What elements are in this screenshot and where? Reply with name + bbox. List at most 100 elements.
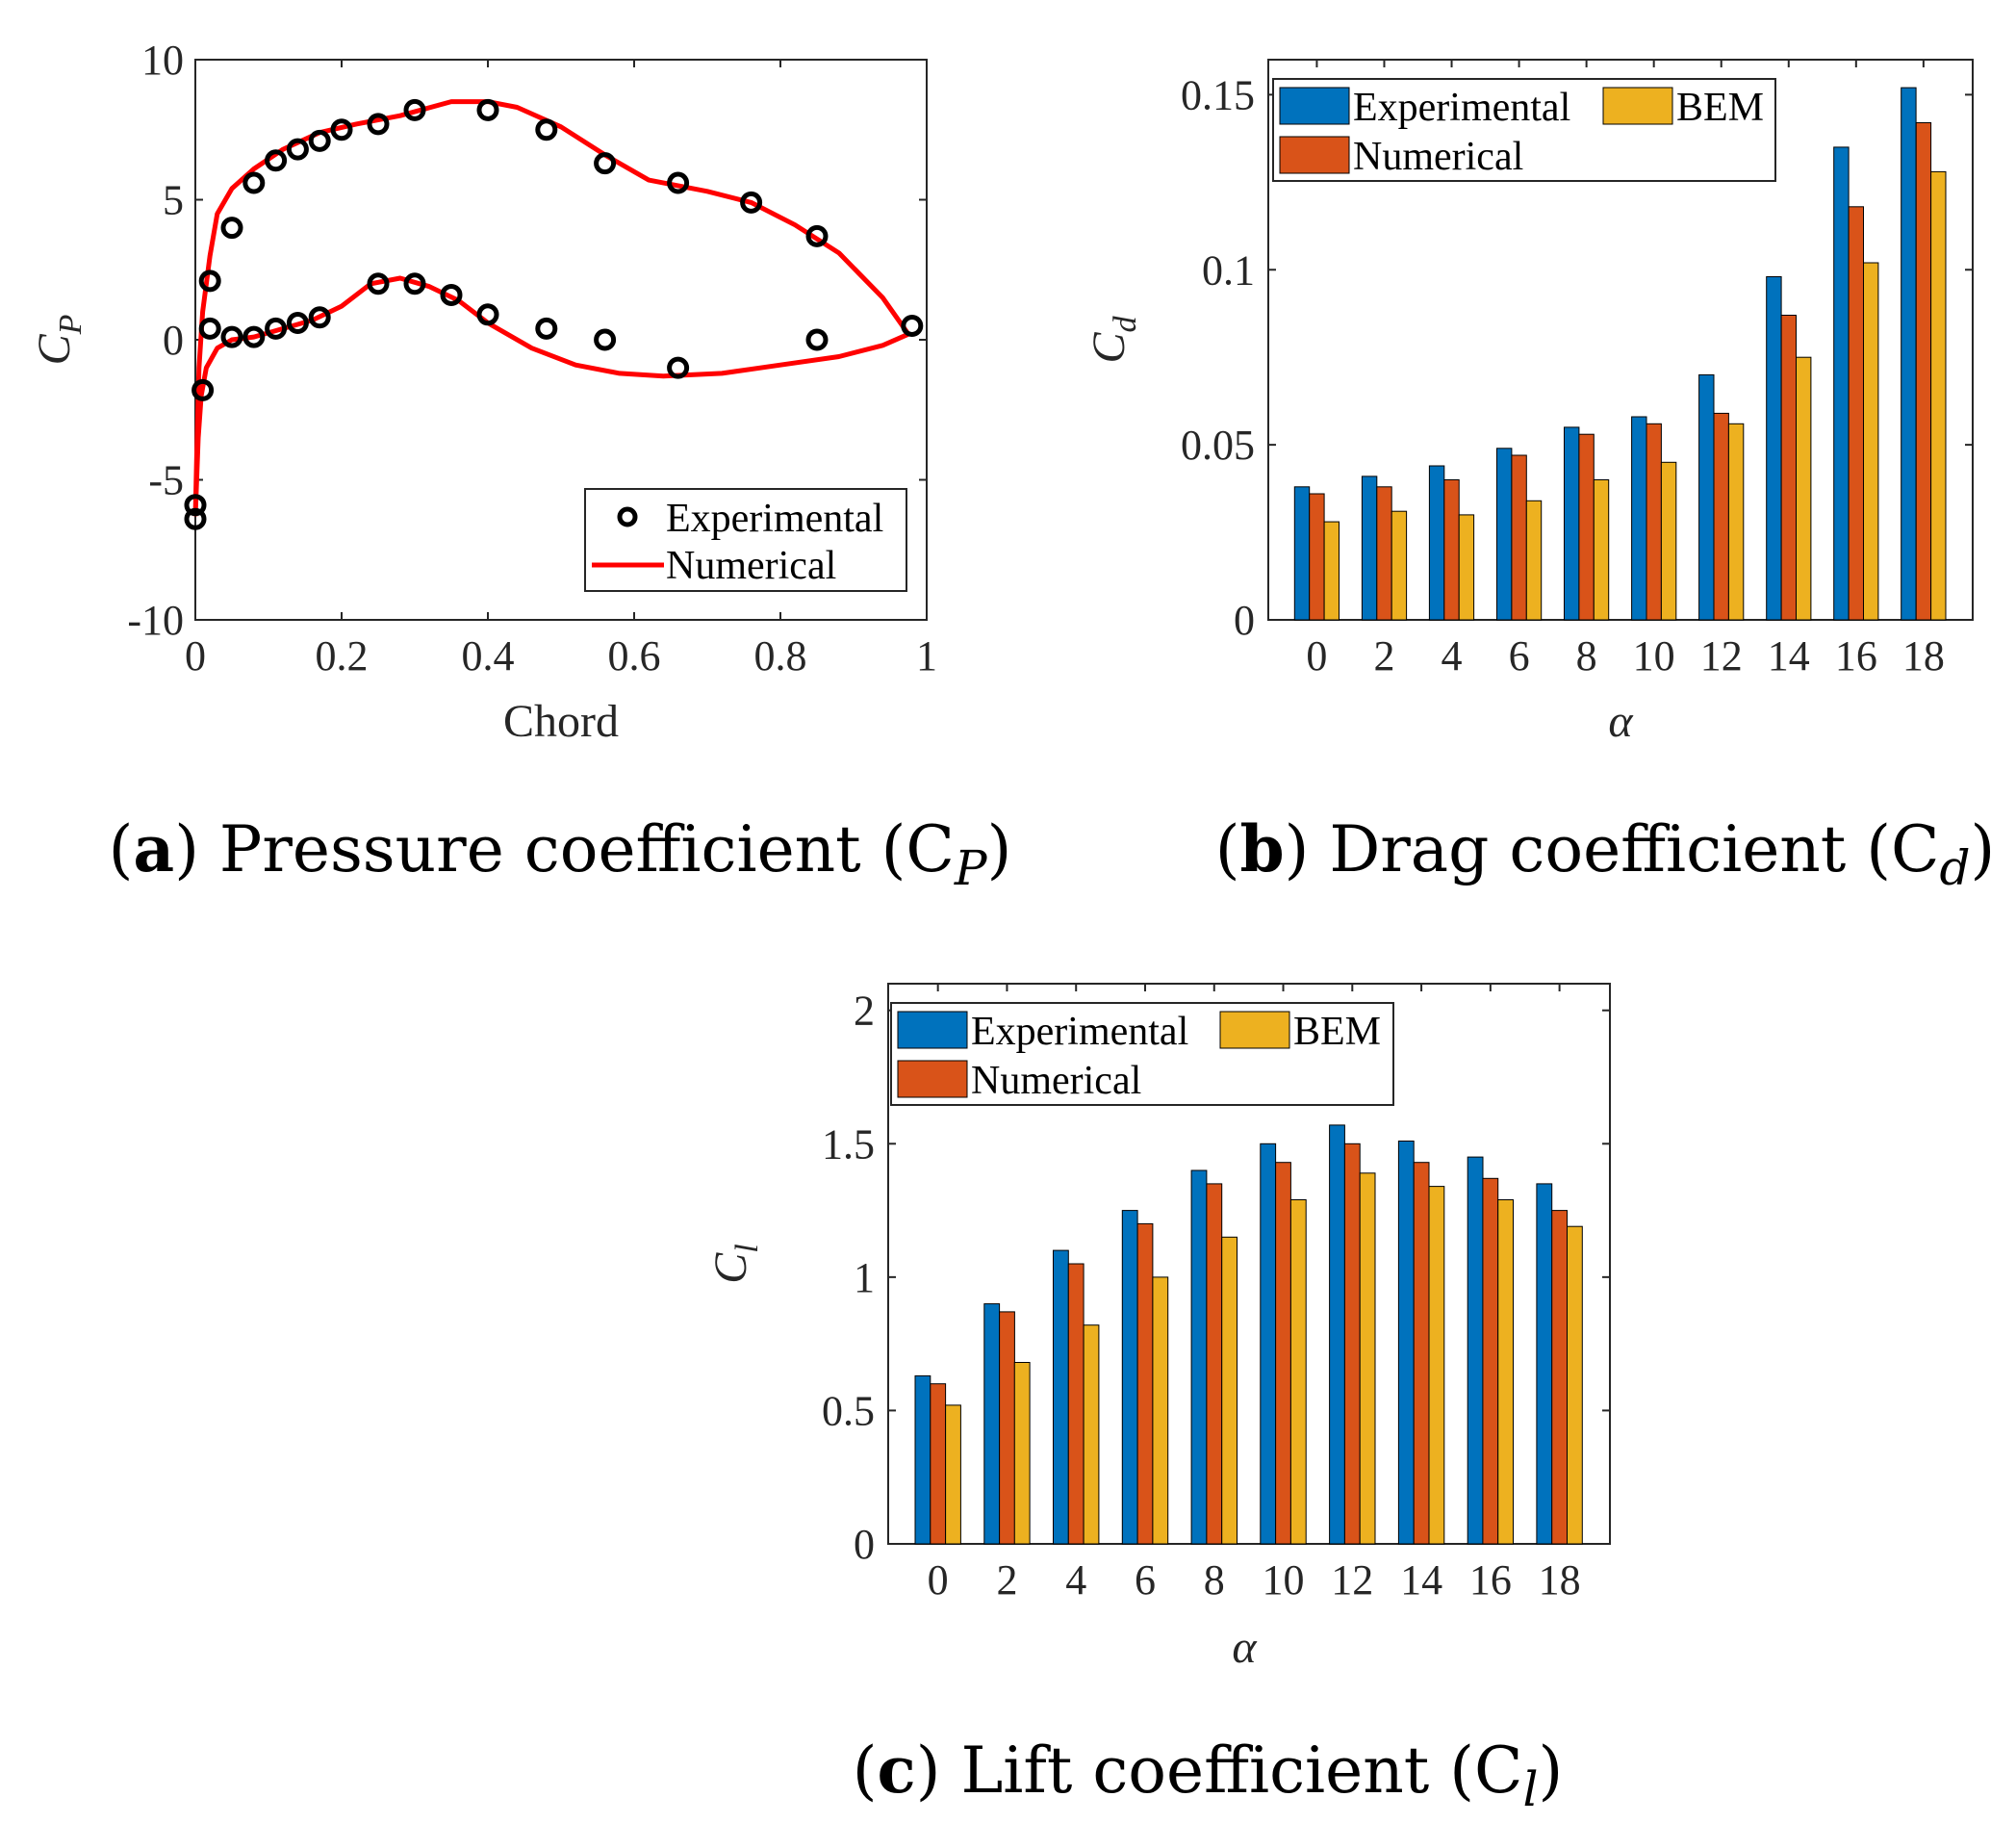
panel-c-xtick-label: 8 [1204,1556,1225,1604]
panel-b-bar-experimental [1833,146,1850,621]
panel-b-bar-experimental [1496,448,1513,621]
experimental-point [667,356,690,379]
panel-c-legend-bem: BEM [1293,1010,1381,1054]
experimental-point [367,113,390,136]
panel-b-axes-box [1267,59,1974,621]
caption-c: (c) Lift coefficient (Cl) [853,1733,1563,1817]
experimental-point [184,494,207,517]
experimental-point [308,306,331,329]
panel-c-bar-numerical [1275,1162,1291,1545]
panel-b-bar-experimental [1428,465,1445,621]
experimental-point [242,325,266,348]
panel-b-bar-bem [1593,479,1610,621]
panel-c-ytick-label: 2 [854,988,875,1035]
panel-c-bar-bem [1152,1276,1169,1545]
panel-a-xtick-label: 0.8 [754,632,807,680]
experimental-point [242,171,266,194]
experimental-point [403,272,426,295]
panel-b-bar-numerical [1309,493,1325,621]
experimental-point [440,283,463,306]
panel-b-bar-numerical [1511,454,1527,621]
panel-c-bar-bem [1289,1199,1307,1545]
panel-c-xtick-label: 14 [1400,1556,1442,1604]
experimental-point [265,317,288,340]
panel-b-bar-experimental [1293,486,1311,621]
panel-c-ytick-label: 1.5 [822,1120,875,1168]
panel-b-bar-numerical [1780,315,1797,621]
panel-b-legend: Experimental BEM Numerical [1272,78,1776,182]
panel-b-ytick-label: 0.15 [1181,71,1255,118]
legend-experimental-swatch [897,1011,968,1049]
panel-b-bar-numerical [1713,412,1729,621]
panel-c-bar-bem [1013,1362,1031,1545]
panel-c-bar-experimental [1121,1210,1138,1545]
experimental-point [184,507,207,530]
panel-c-bar-bem [1497,1199,1514,1545]
experimental-point [308,129,331,152]
panel-a-legend-numerical: Numerical [666,544,836,588]
panel-b-bar-bem [1458,514,1475,621]
experimental-point [191,378,215,401]
panel-b-bar-bem [1930,170,1947,621]
panel-c-bar-numerical [930,1383,947,1545]
experimental-point [805,328,829,351]
panel-c-ytick-label: 0.5 [822,1387,875,1434]
panel-b-xtick-label: 0 [1306,632,1327,680]
panel-c-bar-experimental [1260,1143,1277,1545]
panel-b-bar-bem [1796,356,1812,621]
panel-a-xtick-label: 0.4 [462,632,515,680]
panel-c-bar-numerical [999,1311,1015,1545]
panel-c-xtick-label: 2 [996,1556,1017,1604]
panel-b-xtick-label: 2 [1373,632,1394,680]
caption-a: (a) Pressure coefficient (CP) [109,811,1012,896]
panel-b-bar-bem [1660,461,1677,621]
panel-c-bar-experimental [1467,1156,1484,1545]
panel-b-bar-experimental [1631,416,1647,621]
experimental-point [594,152,617,175]
panel-c-bar-numerical [1136,1222,1154,1545]
legend-numerical-swatch [1279,136,1350,174]
panel-b-bar-bem [1391,510,1408,621]
panel-c-legend-experimental: Experimental [971,1010,1188,1054]
panel-c-ytick-label: 0 [854,1521,875,1568]
experimental-point [286,312,309,335]
experimental-point [901,314,924,337]
panel-b-bar-bem [1727,423,1745,621]
panel-a-legend: Experimental Numerical [584,488,907,592]
experimental-point [286,138,309,161]
panel-b-xtick-label: 12 [1700,632,1743,680]
panel-b-xtick-label: 6 [1509,632,1530,680]
panel-a-ytick-label: 5 [163,177,184,224]
panel-b-bar-experimental [1698,373,1715,621]
panel-a-xlabel: Chord [503,696,619,747]
panel-b-bar-numerical [1915,122,1932,621]
panel-c-bar-numerical [1206,1183,1223,1545]
panel-b-legend-experimental: Experimental [1353,86,1570,130]
legend-experimental-swatch [1279,87,1350,125]
panel-c-bar-numerical [1067,1263,1085,1545]
panel-c-xtick-label: 6 [1135,1556,1156,1604]
experimental-point [476,98,499,121]
panel-b-bar-experimental [1361,475,1378,621]
panel-b-ytick-label: 0.1 [1202,246,1255,294]
panel-b-legend-numerical: Numerical [1353,135,1523,179]
panel-b-bar-bem [1323,521,1340,621]
panel-b-xtick-label: 4 [1442,632,1463,680]
panel-a-xtick-label: 1 [916,632,937,680]
panel-c-bar-experimental [914,1374,931,1545]
panel-c-legend-box [890,1002,1394,1106]
panel-a-ytick-label: -10 [127,597,184,644]
panel-a-xtick-label: 0.2 [316,632,369,680]
panel-b-xtick-label: 8 [1576,632,1597,680]
experimental-point [367,272,390,295]
panel-c-bar-experimental [983,1303,1001,1545]
experimental-point [198,317,221,340]
panel-c-bar-bem [945,1404,961,1545]
panel-b-bar-experimental [1766,276,1782,621]
panel-b-ytick-label: 0 [1234,597,1255,644]
experimental-point [535,317,558,340]
panel-b-legend-bem: BEM [1676,86,1764,130]
experimental-point [476,303,499,326]
